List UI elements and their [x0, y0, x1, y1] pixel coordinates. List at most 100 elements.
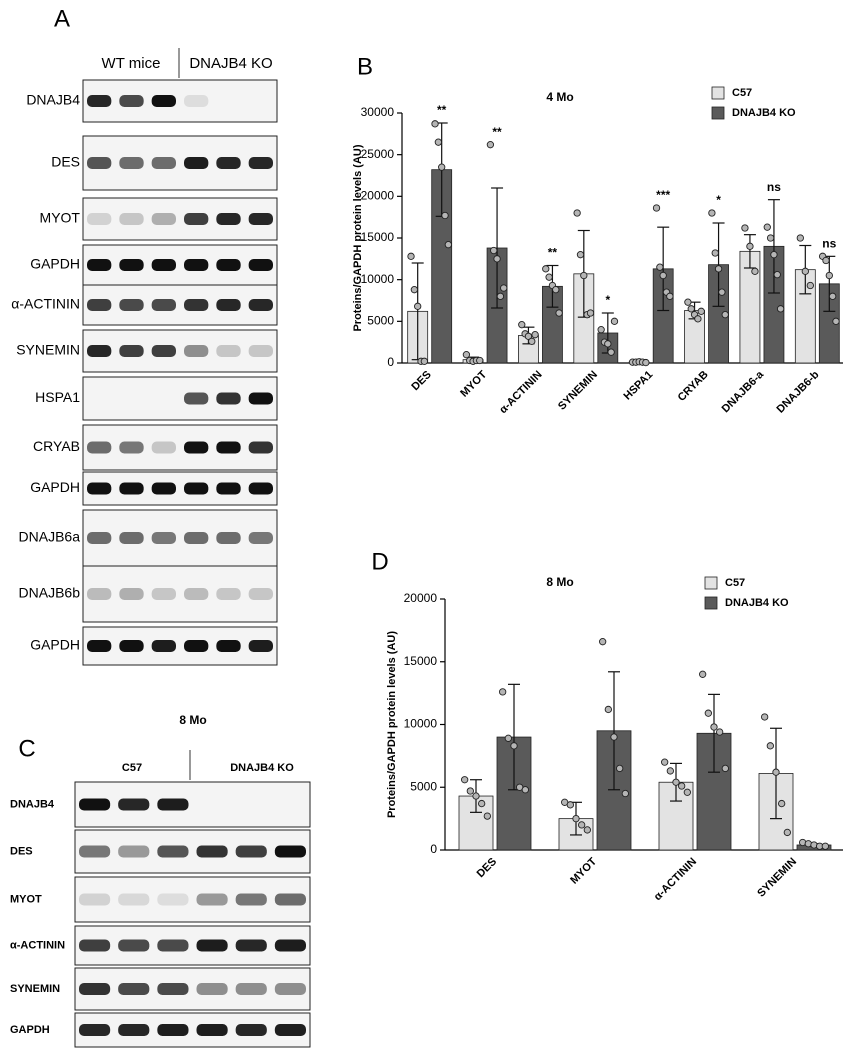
- blot-box: [82, 197, 278, 241]
- data-point: [697, 307, 705, 315]
- band: [87, 532, 112, 544]
- y-tick-label: 20000: [361, 189, 395, 203]
- data-point: [616, 764, 624, 773]
- band: [216, 299, 241, 311]
- data-point: [699, 670, 707, 678]
- band: [157, 893, 189, 906]
- band: [87, 345, 112, 357]
- data-point: [778, 799, 786, 808]
- group-label: DNAJB4 KO: [189, 55, 272, 72]
- error-bar: [491, 187, 504, 309]
- band: [235, 983, 267, 995]
- data-point: [766, 234, 775, 242]
- band: [119, 532, 144, 544]
- blot-row-label: DNAJB4: [10, 798, 55, 810]
- data-point: [510, 742, 518, 750]
- data-point: [687, 305, 695, 313]
- legend-label: C57: [732, 87, 752, 99]
- data-point: [746, 242, 754, 250]
- band: [118, 798, 150, 811]
- band: [235, 845, 267, 858]
- band: [87, 259, 112, 271]
- band: [248, 213, 273, 225]
- data-point: [772, 768, 780, 776]
- y-axis-label: Proteins/GAPDH protein levels (AU): [386, 631, 398, 818]
- x-tick-label: HSPA1: [622, 369, 656, 403]
- data-point: [773, 271, 781, 279]
- data-point: [741, 224, 749, 232]
- blot-box: [74, 829, 311, 874]
- band: [87, 213, 112, 225]
- data-point: [545, 273, 553, 281]
- data-point: [528, 337, 536, 345]
- band: [248, 640, 273, 652]
- band: [196, 983, 228, 995]
- data-point: [796, 234, 804, 242]
- significance-label: ***: [656, 188, 670, 202]
- blot-row-label: SYNEMIN: [16, 342, 80, 358]
- data-point: [472, 792, 480, 800]
- band: [184, 157, 209, 169]
- band: [248, 588, 273, 600]
- blot-box: [82, 509, 278, 567]
- y-tick-label: 15000: [361, 230, 395, 244]
- x-tick-label: α-ACTININ: [652, 856, 699, 903]
- band: [151, 259, 176, 271]
- y-tick-label: 20000: [404, 591, 438, 605]
- legend-label: DNAJB4 KO: [732, 107, 796, 119]
- blot-row-label: DNAJB6a: [19, 529, 81, 545]
- data-point: [521, 786, 529, 794]
- band: [118, 845, 150, 858]
- data-point: [666, 292, 674, 300]
- band: [119, 299, 144, 311]
- data-point: [414, 302, 422, 310]
- data-point: [500, 284, 508, 292]
- x-tick-label: DES: [475, 856, 499, 880]
- band: [87, 588, 112, 600]
- band: [157, 983, 189, 995]
- band: [119, 213, 144, 225]
- blot-row-label: SYNEMIN: [10, 983, 60, 995]
- y-tick-label: 10000: [361, 272, 395, 286]
- band: [87, 299, 112, 311]
- blot-row-label: α-ACTININ: [11, 296, 80, 312]
- data-point: [683, 788, 691, 796]
- data-point: [763, 223, 771, 231]
- x-tick-label: DNAJB6-b: [775, 369, 822, 416]
- band: [79, 939, 111, 952]
- data-point: [678, 782, 686, 790]
- band: [216, 532, 241, 544]
- band: [79, 845, 111, 858]
- band: [157, 798, 189, 811]
- data-point: [431, 120, 439, 128]
- band: [216, 482, 241, 495]
- significance-label: **: [548, 246, 558, 260]
- blot-box: [74, 1012, 311, 1048]
- data-point: [621, 789, 629, 798]
- x-tick-label: DNAJB6-a: [720, 368, 767, 415]
- band: [119, 95, 144, 107]
- band: [184, 482, 209, 495]
- data-point: [806, 281, 814, 290]
- panel-letter: B: [357, 53, 373, 80]
- data-point: [462, 351, 471, 359]
- error-bar: [608, 671, 620, 791]
- band: [216, 259, 241, 271]
- y-tick-label: 25000: [361, 147, 395, 161]
- data-point: [586, 309, 595, 317]
- blot-box: [82, 135, 278, 191]
- data-point: [434, 138, 443, 146]
- band: [216, 345, 241, 357]
- band: [184, 588, 209, 600]
- data-point: [684, 298, 692, 306]
- x-tick-label: MYOT: [568, 855, 599, 886]
- band: [157, 1024, 189, 1036]
- group-label: C57: [122, 762, 142, 774]
- band: [151, 157, 176, 169]
- band: [196, 893, 228, 906]
- band: [248, 259, 273, 271]
- band: [87, 95, 112, 107]
- data-point: [642, 358, 650, 367]
- band: [184, 392, 209, 405]
